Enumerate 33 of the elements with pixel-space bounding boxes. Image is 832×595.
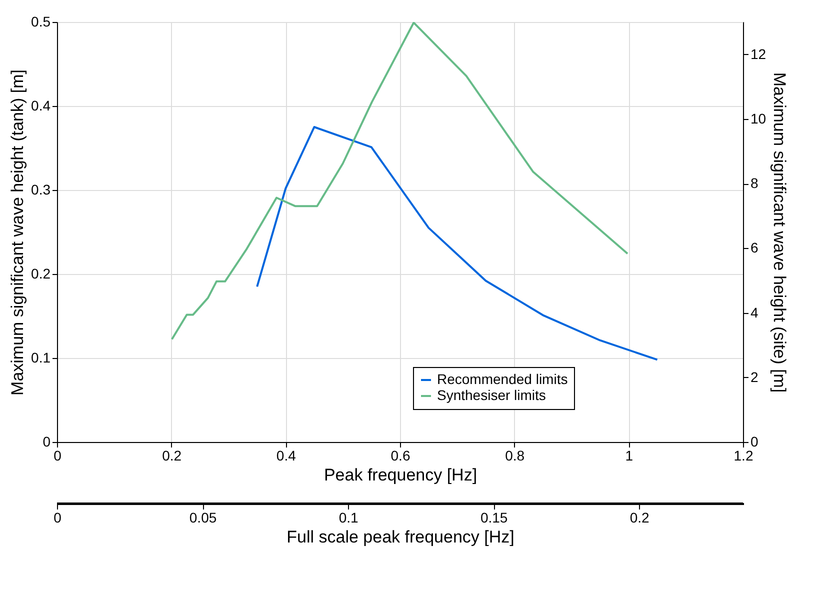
x2-axis-title: Full scale peak frequency [Hz]: [286, 528, 514, 546]
x2-tick-label: 0.1: [338, 510, 358, 526]
legend-label: Synthesiser limits: [437, 387, 546, 403]
line-series: [170, 22, 629, 340]
y-tick-label: 0.1: [31, 350, 51, 366]
x-tick-label: 0.6: [390, 448, 410, 464]
y-tick-label: 0.4: [31, 98, 51, 114]
y2-tick-label: 10: [750, 110, 766, 126]
line-series: [256, 126, 658, 361]
x-tick-label: 0.4: [276, 448, 296, 464]
x2-tick-label: 0: [54, 510, 62, 526]
y2-tick-label: 0: [750, 434, 758, 450]
x-axis-title: Peak frequency [Hz]: [324, 466, 478, 484]
x2-tick-label: 0.2: [630, 510, 650, 526]
legend-label: Recommended limits: [437, 371, 568, 387]
x-tick-label: 0.2: [162, 448, 182, 464]
y-tick-label: 0: [42, 434, 51, 450]
y2-tick-label: 8: [750, 175, 758, 192]
y2-tick-label: 12: [750, 46, 766, 62]
y2-tick-label: 2: [750, 368, 758, 385]
x-tick-label: 1.2: [734, 448, 754, 464]
x-tick-label: 0.8: [505, 448, 525, 464]
x-tick-label: 0: [54, 448, 62, 464]
y-tick-label: 0.3: [31, 182, 51, 198]
y2-tick-label: 6: [750, 240, 758, 256]
y2-axis-title: Maximum significant wave height (site) [m]: [770, 72, 790, 393]
x2-tick-label: 0.15: [480, 510, 508, 526]
y-tick-label: 0.5: [31, 14, 51, 30]
x-tick-label: 1: [625, 448, 634, 464]
y-axis-title: Maximum significant wave height (tank) [m]: [8, 70, 28, 396]
y-tick-label: 0.2: [31, 266, 51, 282]
y2-tick-label: 4: [750, 304, 758, 320]
x2-tick-label: 0.05: [189, 510, 217, 526]
